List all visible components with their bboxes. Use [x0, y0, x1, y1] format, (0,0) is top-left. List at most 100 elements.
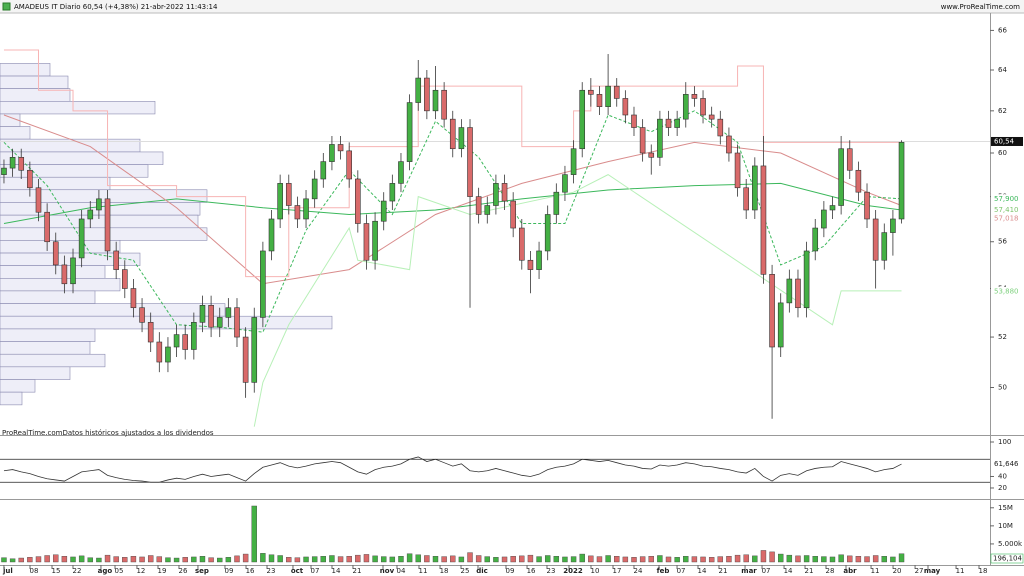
x-tick-label: 14 — [332, 567, 341, 575]
candle-body — [890, 218, 896, 233]
candle-body — [674, 118, 680, 128]
series-value-label-box — [991, 286, 1023, 296]
instrument-icon — [2, 2, 11, 11]
volume-bar — [881, 556, 887, 563]
y-tick-label: 5.000k — [998, 540, 1023, 548]
candle-body — [78, 218, 85, 259]
x-tick-label: 21 — [352, 567, 361, 575]
x-tick-label: dic — [476, 567, 488, 575]
volume-bar — [173, 557, 180, 563]
volume-bar — [398, 556, 404, 563]
x-tick-label: 22 — [73, 567, 82, 575]
x-tick-label: 18 — [440, 567, 449, 575]
volume-bar — [355, 554, 361, 563]
series-value-label: 53,880 — [994, 287, 1019, 295]
x-tick-label: 05 — [115, 567, 124, 575]
volume-profile-bar — [0, 391, 23, 406]
x-tick-label: 07 — [677, 567, 686, 575]
volume-last-label: 196,104 — [993, 555, 1022, 563]
candle-body — [182, 334, 189, 350]
candle-body — [829, 205, 836, 211]
volume-bar — [311, 556, 318, 563]
volume-bar — [614, 556, 620, 563]
volume-bar — [294, 557, 301, 563]
candle-body — [855, 169, 862, 193]
candle-body — [657, 118, 663, 158]
candle-body — [424, 77, 430, 112]
volume-bar — [432, 556, 439, 563]
y-tick-label: 52 — [998, 333, 1007, 341]
candle-body — [484, 205, 491, 215]
series-value-label-box — [991, 205, 1023, 215]
candle-body — [415, 77, 422, 103]
x-tick-label: 24 — [634, 567, 643, 575]
volume-bar — [113, 556, 119, 563]
candle-body — [139, 307, 145, 323]
candle-body — [510, 200, 516, 229]
series-value-label-box — [991, 194, 1023, 204]
candle-body — [380, 200, 387, 222]
candle-body — [251, 317, 258, 383]
candle-body — [544, 214, 551, 252]
candle-body — [268, 218, 275, 252]
candle-body — [61, 264, 68, 285]
candle-body — [294, 205, 301, 220]
volume-profile-bar — [0, 240, 121, 254]
candle-body — [795, 278, 801, 309]
y-tick-label: 100 — [998, 438, 1011, 446]
volume-bar — [268, 554, 275, 563]
y-tick-label: 15M — [998, 504, 1013, 512]
volume-bar — [872, 555, 879, 563]
series-value-label: 57,900 — [994, 195, 1019, 203]
indicator-line — [253, 174, 902, 427]
x-tick-label: 15 — [52, 567, 61, 575]
volume-bar — [536, 556, 542, 563]
volume-bar — [251, 505, 257, 563]
candle-body — [777, 302, 784, 348]
volume-bar — [588, 555, 594, 563]
candle-body — [812, 227, 819, 252]
volume-profile-bar — [0, 366, 71, 380]
volume-bar — [821, 556, 827, 563]
candle-body — [389, 183, 396, 202]
volume-bar — [864, 556, 870, 563]
x-tick-label: nov — [380, 567, 395, 575]
volume-bar — [527, 554, 534, 563]
candle-body — [613, 85, 620, 99]
volume-profile-bar — [0, 101, 156, 115]
x-tick-label: 11 — [871, 567, 880, 575]
candle-body — [562, 174, 568, 193]
candle-body — [846, 148, 853, 171]
candle-body — [260, 250, 266, 318]
candle-body — [536, 250, 542, 270]
x-tick-label: 16 — [527, 567, 536, 575]
candle-body — [337, 144, 344, 152]
volume-bar — [838, 554, 844, 563]
candle-body — [441, 89, 447, 120]
candle-body — [864, 191, 870, 220]
volume-bar — [855, 556, 862, 563]
volume-bar — [467, 552, 473, 563]
chart-title: AMADEUS IT Diario 60,54 (+4,38%) 21-abr-… — [14, 3, 218, 11]
volume-bar — [734, 554, 741, 563]
volume-bar — [743, 554, 749, 563]
volume-profile-bar — [0, 353, 106, 368]
x-tick-label: sep — [195, 567, 209, 575]
candle-body — [786, 278, 793, 304]
volume-bar — [596, 556, 603, 563]
candle-body — [803, 250, 810, 309]
candle-body — [156, 341, 163, 363]
rsi-value-label: 61,646 — [994, 460, 1019, 468]
x-tick-label: 2022 — [563, 567, 583, 575]
candle-body — [691, 94, 698, 99]
volume-bar — [570, 556, 577, 563]
volume-bar — [631, 557, 637, 563]
x-tick-label: 20 — [893, 567, 902, 575]
volume-bar — [208, 557, 214, 563]
volume-bar — [165, 557, 171, 563]
x-tick-label: 28 — [826, 567, 835, 575]
candle-body — [355, 178, 361, 224]
candle-body — [760, 165, 767, 275]
volume-bar — [242, 553, 249, 563]
x-tick-label: 19 — [158, 567, 167, 575]
